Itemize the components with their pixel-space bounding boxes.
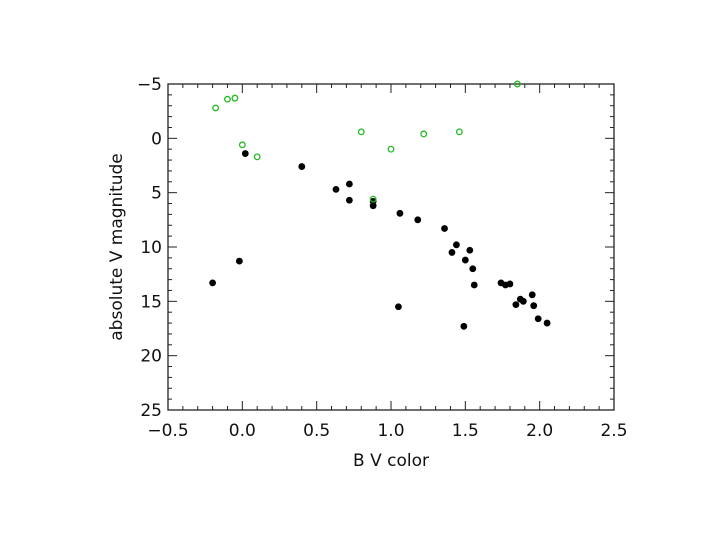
x-tick-label: 2.5	[600, 421, 627, 441]
filled-data-point	[332, 186, 340, 193]
x-tick-label: 2.0	[526, 421, 553, 441]
filled-data-point	[441, 225, 448, 232]
x-tick-label: 0.0	[229, 421, 256, 441]
filled-data-point	[466, 246, 474, 254]
filled-data-point	[369, 202, 377, 210]
filled-data-point	[470, 281, 478, 289]
open-data-point	[231, 94, 239, 102]
x-axis-tick-labels: −0.5 0.0 0.5 1.0 1.5 2.0 2.5	[147, 421, 627, 441]
filled-data-point	[461, 256, 469, 264]
x-tick-label: 0.5	[303, 421, 330, 441]
open-data-point	[357, 128, 365, 136]
open-data-point	[253, 153, 261, 161]
open-data-point	[387, 145, 395, 153]
filled-data-point	[345, 196, 353, 204]
y-axis-tick-labels: −5 0 5 10 15 20 25	[137, 75, 162, 421]
filled-data-point	[396, 209, 404, 217]
filled-data-point	[469, 265, 477, 273]
data-points	[209, 80, 551, 330]
plot-frame	[167, 83, 615, 411]
open-data-point	[238, 141, 246, 149]
x-axis-ticks	[167, 84, 615, 410]
filled-data-point	[298, 163, 306, 170]
x-tick-label: 1.0	[377, 421, 404, 441]
y-axis-title: absolute V magnitude	[107, 153, 127, 340]
x-tick-label: −0.5	[147, 421, 188, 441]
filled-data-point	[534, 315, 542, 323]
y-tick-label: 5	[151, 184, 162, 204]
x-axis-title: B V color	[353, 451, 429, 471]
filled-data-point	[209, 279, 217, 287]
series-open-points	[212, 80, 521, 203]
open-data-point	[513, 80, 521, 88]
open-data-point	[212, 104, 220, 112]
filled-data-point	[460, 322, 468, 330]
filled-data-point	[543, 319, 551, 327]
open-data-point	[224, 95, 231, 103]
y-tick-label: 0	[151, 129, 162, 149]
y-tick-label: 20	[140, 347, 162, 367]
filled-data-point	[414, 216, 422, 224]
open-data-point	[455, 128, 463, 136]
filled-data-point	[528, 291, 536, 299]
y-tick-label: 25	[140, 401, 162, 421]
y-tick-label: −5	[137, 75, 162, 95]
filled-data-point	[512, 301, 520, 308]
open-data-point	[369, 195, 377, 203]
filled-data-point	[453, 241, 460, 249]
y-tick-label: 15	[140, 292, 162, 312]
x-tick-label: 1.5	[452, 421, 479, 441]
y-tick-label: 10	[140, 238, 162, 258]
filled-data-point	[448, 249, 456, 256]
filled-data-point	[235, 257, 243, 265]
y-axis-ticks	[168, 83, 614, 411]
open-data-point	[420, 130, 428, 138]
filled-data-point	[519, 297, 527, 305]
filled-data-point	[506, 280, 514, 288]
filled-data-point	[395, 303, 402, 311]
filled-data-point	[241, 150, 249, 157]
series-filled-points	[209, 150, 551, 330]
filled-data-point	[345, 180, 353, 188]
filled-data-point	[530, 302, 538, 310]
